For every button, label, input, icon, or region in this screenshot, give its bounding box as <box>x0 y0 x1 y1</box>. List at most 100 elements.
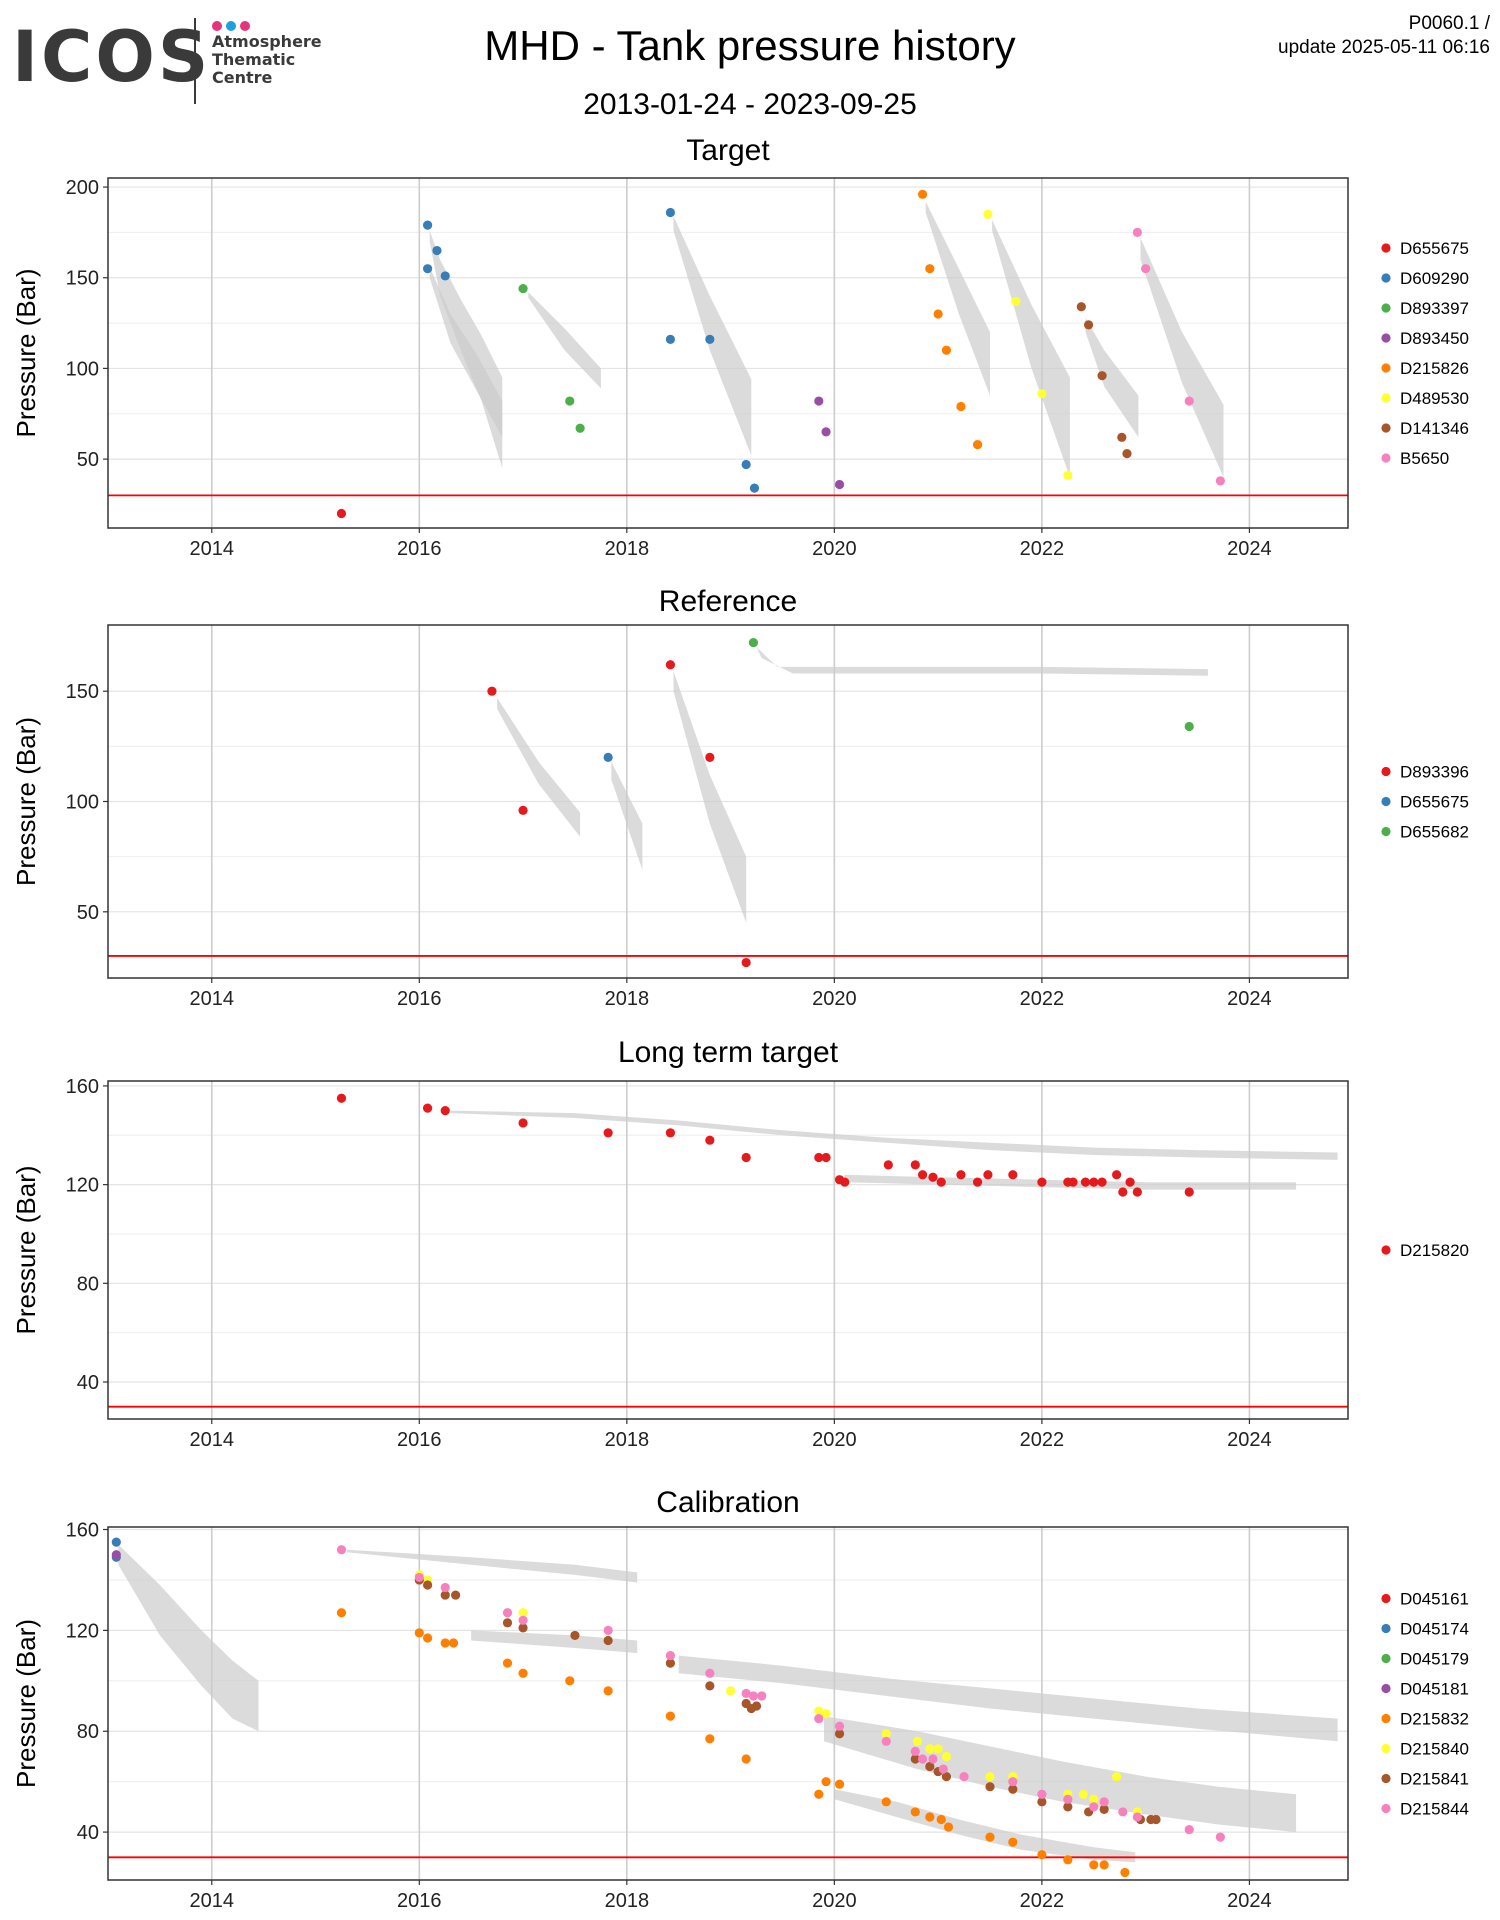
data-point <box>502 1608 513 1618</box>
x-tick-label: 2020 <box>812 1890 857 1912</box>
data-point <box>705 1668 715 1678</box>
data-point <box>917 189 928 199</box>
x-tick-label: 2022 <box>1020 1890 1065 1912</box>
data-point <box>1120 1867 1130 1878</box>
logo-caption: Atmosphere Thematic Centre <box>212 33 322 87</box>
data-point <box>757 1691 767 1701</box>
data-point <box>1184 1187 1194 1197</box>
data-point <box>814 1152 824 1163</box>
data-point <box>741 1754 751 1764</box>
legend-label: D893450 <box>1400 329 1469 348</box>
data-point <box>751 1701 762 1711</box>
data-point <box>518 1668 528 1678</box>
data-point <box>917 1170 928 1180</box>
pressure-forecast-band <box>118 1544 259 1732</box>
legend-label: D215844 <box>1400 1800 1469 1819</box>
data-point <box>440 1106 450 1116</box>
y-tick-label: 120 <box>66 1620 99 1642</box>
plot-frame <box>107 1526 1349 1881</box>
x-tick-label: 2020 <box>812 1429 857 1451</box>
data-point <box>1099 1860 1109 1870</box>
x-tick-label: 2018 <box>605 538 650 560</box>
data-point <box>1037 1789 1047 1799</box>
data-point <box>705 1681 715 1691</box>
data-point <box>1215 476 1225 486</box>
legend-marker <box>1381 796 1391 807</box>
data-point <box>840 1177 850 1187</box>
x-tick-label: 2014 <box>190 1429 235 1451</box>
data-point <box>1184 396 1194 406</box>
logo-dots <box>212 18 254 31</box>
legend-marker <box>1381 826 1391 837</box>
data-point <box>925 1812 935 1822</box>
data-point <box>834 1729 845 1739</box>
y-tick-label: 160 <box>66 1520 99 1542</box>
x-tick-label: 2016 <box>397 988 442 1010</box>
data-point <box>1063 470 1073 481</box>
data-point <box>665 1658 676 1668</box>
data-point <box>705 1135 715 1145</box>
data-point <box>502 1618 513 1628</box>
x-tick-label: 2024 <box>1227 988 1272 1010</box>
legend-marker <box>1381 1593 1391 1604</box>
data-point <box>959 1772 969 1782</box>
pressure-forecast-band <box>1085 317 1139 438</box>
data-point <box>336 508 347 519</box>
data-point <box>834 479 845 490</box>
data-point <box>985 1782 995 1792</box>
data-point <box>936 1177 946 1187</box>
data-point <box>1097 1177 1107 1187</box>
data-point <box>925 1761 935 1772</box>
icos-logo: ICOS Atmosphere Thematic Centre <box>12 18 332 108</box>
pressure-forecast-band <box>678 1655 1338 1742</box>
y-tick-label: 200 <box>66 177 99 199</box>
y-tick-label: 100 <box>66 792 99 814</box>
legend-marker <box>1381 423 1391 433</box>
data-point <box>748 638 759 648</box>
data-point <box>487 686 497 696</box>
y-tick-label: 40 <box>77 1822 99 1844</box>
logo-dot <box>212 21 222 31</box>
logo-line: Thematic <box>212 50 296 69</box>
data-point <box>814 1706 824 1716</box>
x-tick-label: 2016 <box>397 1890 442 1912</box>
page-title: MHD - Tank pressure history <box>484 22 1016 69</box>
data-point <box>1037 1797 1047 1807</box>
data-point <box>422 1580 433 1590</box>
data-point <box>1151 1814 1161 1825</box>
data-point <box>336 1545 347 1555</box>
data-point <box>1037 1850 1047 1860</box>
data-point <box>917 1754 928 1764</box>
data-point <box>1112 1170 1122 1180</box>
legend-marker <box>1381 453 1391 463</box>
data-point <box>336 1093 347 1103</box>
legend-label: D215826 <box>1400 359 1469 378</box>
data-point <box>422 264 433 274</box>
y-axis-label: Pressure (Bar) <box>11 717 41 886</box>
legend-label: D215841 <box>1400 1770 1469 1789</box>
data-point <box>883 1160 893 1170</box>
data-point <box>1132 227 1142 238</box>
x-tick-label: 2018 <box>605 1890 650 1912</box>
y-tick-label: 80 <box>77 1721 99 1743</box>
data-point <box>665 1650 676 1661</box>
data-point <box>502 1658 513 1668</box>
legend-label: D045174 <box>1400 1620 1469 1639</box>
legend: D045161 D045174 D045179 D045181 D215832 D2158… <box>1381 1590 1469 1819</box>
data-point <box>422 220 433 230</box>
data-point <box>705 752 715 762</box>
data-point <box>518 1623 528 1633</box>
data-point <box>440 271 450 281</box>
version-info: P0060.1 / update 2025-05-11 06:16 <box>1278 12 1490 60</box>
legend-marker <box>1381 273 1391 283</box>
legend-marker <box>1381 363 1391 373</box>
data-point <box>1080 1177 1091 1187</box>
pressure-forecast-band <box>925 201 990 396</box>
pressure-forecast-band <box>611 761 643 870</box>
legend-marker <box>1381 243 1391 253</box>
pressure-forecast-band <box>1140 237 1224 478</box>
data-point <box>1089 1860 1099 1870</box>
data-point <box>1112 1772 1122 1782</box>
data-point <box>748 1691 759 1701</box>
